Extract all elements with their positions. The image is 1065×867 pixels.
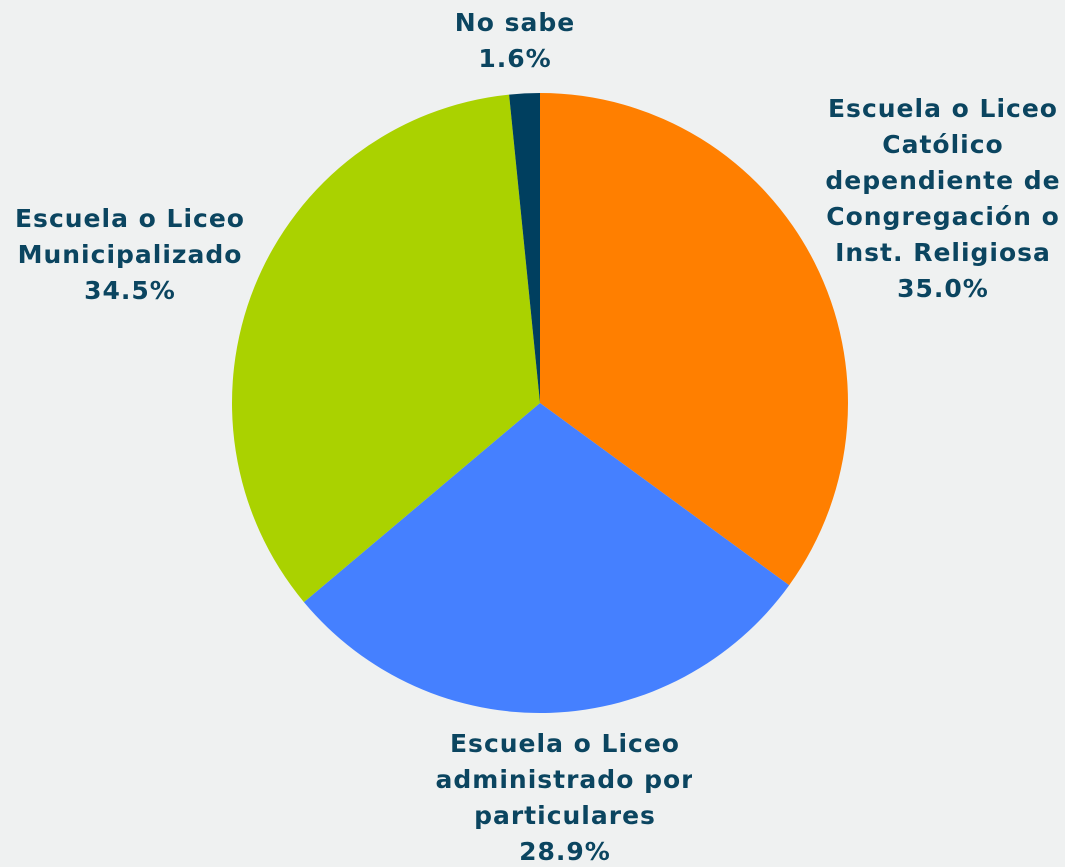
slice-label: No sabe 1.6% [455,8,575,73]
slice-label-line: Católico [882,130,1003,159]
slice-label-line: No sabe [455,8,575,37]
pie-slice [303,403,790,714]
slice-label-line: Municipalizado [18,240,243,269]
slice-label-line: Inst. Religiosa [835,238,1051,267]
slice-label-line: particulares [474,801,656,830]
slice-value-label: 35.0% [897,274,989,303]
pie-slice [509,93,540,403]
slice-value-label: 34.5% [84,276,176,305]
slice-value-label: 28.9% [519,837,611,866]
slice-label-line: Escuela o Liceo [828,94,1058,123]
pie-slice [232,94,540,603]
slice-label-line: Escuela o Liceo [450,729,680,758]
slice-label: Escuela o Liceo Católico dependiente de Con… [825,94,1060,303]
slice-label-line: administrado por [436,765,695,794]
pie-slice [540,93,849,586]
slice-label-line: dependiente de [825,166,1060,195]
slice-value-label: 1.6% [478,44,551,73]
slice-label: Escuela o Liceo administrado por particula… [436,729,695,866]
slice-label-line: Congregación o [826,202,1060,231]
slice-label: Escuela o Liceo Municipalizado 34.5% [15,204,245,305]
slice-label-line: Escuela o Liceo [15,204,245,233]
